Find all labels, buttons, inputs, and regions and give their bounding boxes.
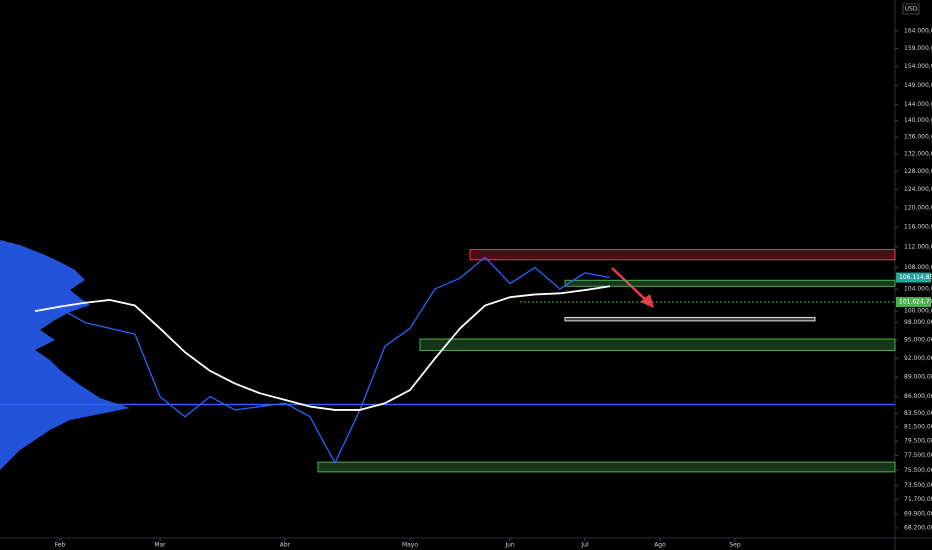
y-tick-label: 100.000,00 — [904, 308, 932, 315]
price-label-box — [896, 272, 931, 283]
x-tick-label: Mar — [154, 542, 166, 549]
y-tick-label: 95.000,00 — [904, 337, 932, 344]
currency-box — [902, 3, 920, 15]
y-tick-label: 120.000,00 — [904, 204, 932, 211]
forecast-arrow — [611, 267, 649, 303]
y-tick-label: 92.000,00 — [904, 355, 932, 362]
y-tick-label: 112.000,00 — [904, 243, 932, 250]
y-tick-label: 116.000,00 — [904, 224, 932, 231]
x-tick-label: Jun — [504, 542, 515, 549]
y-tick-label: 132.000,00 — [904, 150, 932, 157]
forecast-arrow-head — [640, 294, 654, 308]
y-tick-label: 128.000,00 — [904, 168, 932, 175]
x-tick-label: Sep — [729, 542, 741, 549]
y-tick-label: 69.900,00 — [904, 511, 932, 518]
zone — [469, 249, 896, 261]
y-tick-label: 79.500,00 — [904, 438, 932, 445]
zone — [317, 461, 896, 473]
currency: USD — [905, 6, 918, 13]
x-tick-label: Jul — [580, 542, 589, 549]
x-tick-label: Mayo — [402, 542, 418, 549]
zone — [419, 338, 896, 351]
y-tick-label: 108.000,00 — [904, 264, 932, 271]
price-label: 101.624,77 — [899, 299, 932, 306]
y-tick-label: 81.500,00 — [904, 424, 932, 431]
y-tick-label: 73.500,00 — [904, 482, 932, 489]
x-tick-label: Feb — [55, 542, 66, 549]
y-tick-label: 98.000,00 — [904, 319, 932, 326]
volume-profile — [0, 240, 130, 470]
y-tick-label: 149.000,00 — [904, 82, 932, 89]
y-tick-label: 68.200,00 — [904, 524, 932, 531]
zone — [564, 316, 816, 322]
y-tick-label: 71.700,00 — [904, 496, 932, 503]
y-tick-label: 144.000,00 — [904, 101, 932, 108]
price-label: 106.114,85 — [899, 274, 932, 281]
y-tick-label: 154.000,00 — [904, 63, 932, 70]
x-tick-label: Ago — [654, 542, 666, 549]
y-tick-label: 86.000,00 — [904, 393, 932, 400]
x-tick-label: Abr — [280, 542, 291, 549]
y-tick-label: 140.000,00 — [904, 117, 932, 124]
y-tick-label: 124.000,00 — [904, 186, 932, 193]
y-tick-label: 83.500,00 — [904, 410, 932, 417]
y-tick-label: 159.000,00 — [904, 45, 932, 52]
series-line — [34, 285, 611, 411]
y-tick-label: 77.500,00 — [904, 452, 932, 459]
series-line — [34, 256, 611, 464]
y-tick-label: 89.000,00 — [904, 374, 932, 381]
price-label-box — [896, 297, 931, 308]
y-tick-label: 104.000,00 — [904, 285, 932, 292]
y-tick-label: 75.500,00 — [904, 467, 932, 474]
zone — [564, 279, 896, 287]
y-tick-label: 136.000,00 — [904, 134, 932, 141]
y-tick-label: 164.000,00 — [904, 27, 932, 34]
